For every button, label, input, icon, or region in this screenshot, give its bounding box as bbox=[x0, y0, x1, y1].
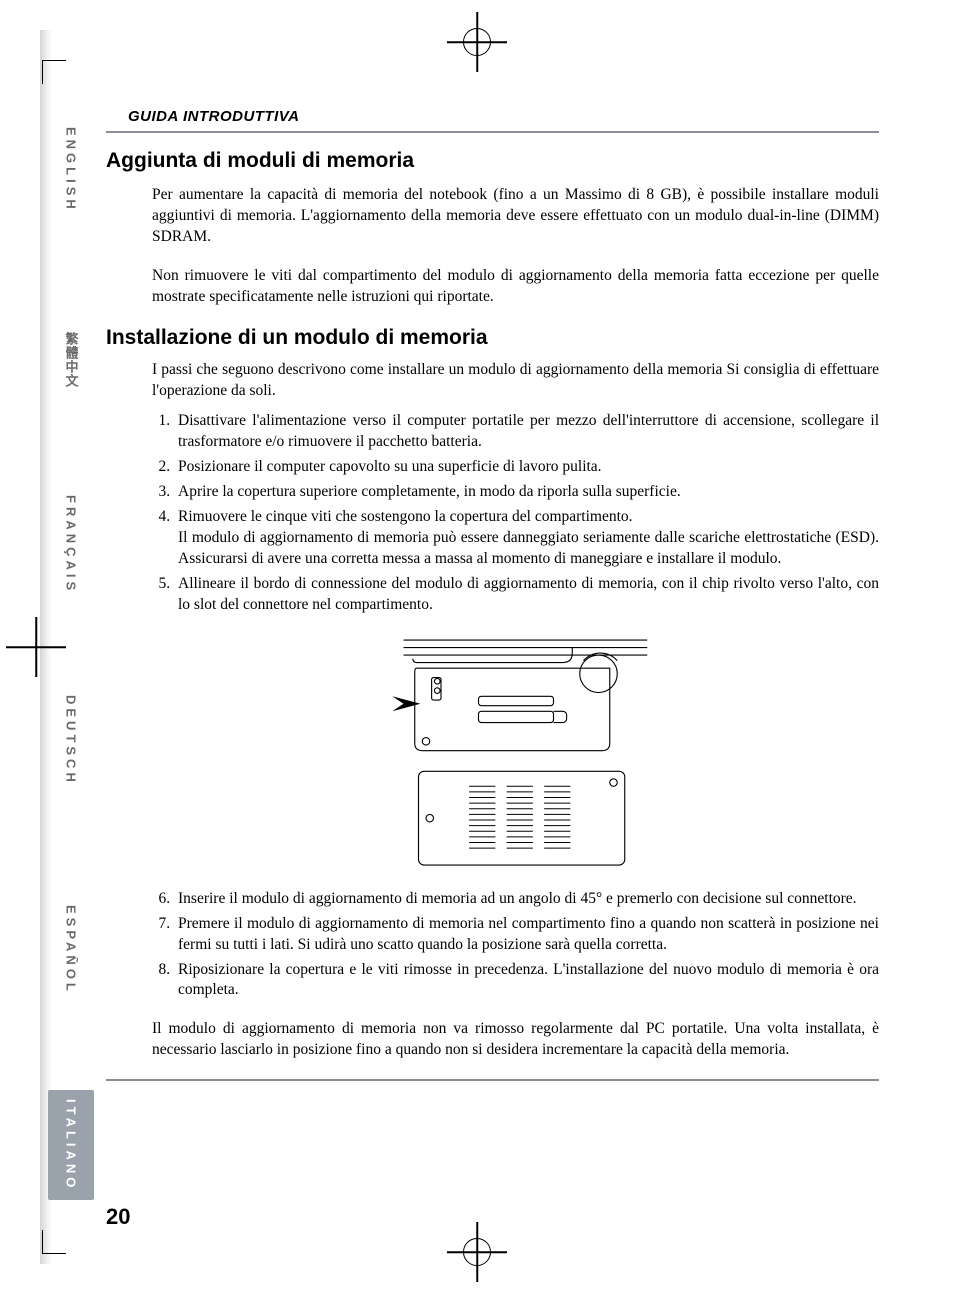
crop-mark-top-left bbox=[42, 60, 66, 84]
paragraph: Non rimuovere le viti dal compartimento … bbox=[152, 266, 879, 308]
paragraph: Per aumentare la capacità di memoria del… bbox=[152, 185, 879, 248]
list-item: Premere il modulo di aggiornamento di me… bbox=[174, 914, 879, 956]
step-text: Rimuovere le cinque viti che sostengono … bbox=[178, 508, 633, 525]
step-text: Inserire il modulo di aggiornamento di m… bbox=[178, 890, 857, 907]
list-item: Aprire la copertura superiore completame… bbox=[174, 482, 879, 503]
body-block-1: Per aumentare la capacità di memoria del… bbox=[106, 185, 879, 308]
tab-label: DEUTSCH bbox=[64, 695, 79, 786]
list-item: Posizionare il computer capovolto su una… bbox=[174, 457, 879, 478]
step-text: Aprire la copertura superiore completame… bbox=[178, 483, 681, 500]
list-item: Allineare il bordo di connessione del mo… bbox=[174, 574, 879, 616]
ordered-list-steps-a: Disattivare l'alimentazione verso il com… bbox=[152, 411, 879, 615]
list-item: Inserire il modulo di aggiornamento di m… bbox=[174, 889, 879, 910]
step-text: Premere il modulo di aggiornamento di me… bbox=[178, 915, 879, 953]
tab-label: FRANÇAIS bbox=[64, 495, 79, 594]
tab-deutsch[interactable]: DEUTSCH bbox=[48, 680, 94, 800]
tab-label: ENGLISH bbox=[64, 127, 79, 213]
list-item: Rimuovere le cinque viti che sostengono … bbox=[174, 507, 879, 570]
step-text: Disattivare l'alimentazione verso il com… bbox=[178, 412, 879, 450]
list-item: Riposizionare la copertura e le viti rim… bbox=[174, 960, 879, 1002]
step-text: Allineare il bordo di connessione del mo… bbox=[178, 575, 879, 613]
tab-label: ESPAÑOL bbox=[64, 905, 79, 995]
tab-chinese[interactable]: 繁體中文 bbox=[48, 320, 94, 400]
registration-mark-top bbox=[447, 12, 507, 72]
paragraph: Il modulo di aggiornamento di memoria no… bbox=[106, 1019, 879, 1061]
tab-italiano[interactable]: ITALIANO bbox=[48, 1090, 94, 1200]
tab-english[interactable]: ENGLISH bbox=[48, 110, 94, 230]
ordered-list-steps-b: Inserire il modulo di aggiornamento di m… bbox=[152, 889, 879, 1002]
step-text: Riposizionare la copertura e le viti rim… bbox=[178, 961, 879, 999]
tab-espanol[interactable]: ESPAÑOL bbox=[48, 890, 94, 1010]
figure-memory-compartment bbox=[361, 630, 671, 875]
step-text: Posizionare il computer capovolto su una… bbox=[178, 458, 602, 475]
tab-francais[interactable]: FRANÇAIS bbox=[48, 480, 94, 610]
step-text: Il modulo di aggiornamento di memoria pu… bbox=[178, 528, 879, 570]
list-item: Disattivare l'alimentazione verso il com… bbox=[174, 411, 879, 453]
heading-aggiunta-moduli: Aggiunta di moduli di memoria bbox=[106, 149, 879, 173]
paragraph: I passi che seguono descrivono come inst… bbox=[152, 360, 879, 402]
page-number: 20 bbox=[106, 1204, 130, 1230]
running-head: GUIDA INTRODUTTIVA bbox=[106, 108, 879, 133]
bottom-rule bbox=[106, 1079, 879, 1081]
body-block-2: I passi che seguono descrivono come inst… bbox=[106, 360, 879, 1062]
tab-label: ITALIANO bbox=[64, 1099, 79, 1191]
page-content: GUIDA INTRODUTTIVA Aggiunta di moduli di… bbox=[106, 108, 879, 1194]
diagram-svg bbox=[366, 630, 666, 875]
language-tabs: ENGLISH 繁體中文 FRANÇAIS DEUTSCH ESPAÑOL IT… bbox=[48, 100, 94, 1234]
heading-installazione-modulo: Installazione di un modulo di memoria bbox=[106, 326, 879, 350]
tab-label: 繁體中文 bbox=[62, 332, 81, 388]
document-page: ENGLISH 繁體中文 FRANÇAIS DEUTSCH ESPAÑOL IT… bbox=[0, 0, 954, 1294]
registration-mark-bottom bbox=[447, 1222, 507, 1282]
